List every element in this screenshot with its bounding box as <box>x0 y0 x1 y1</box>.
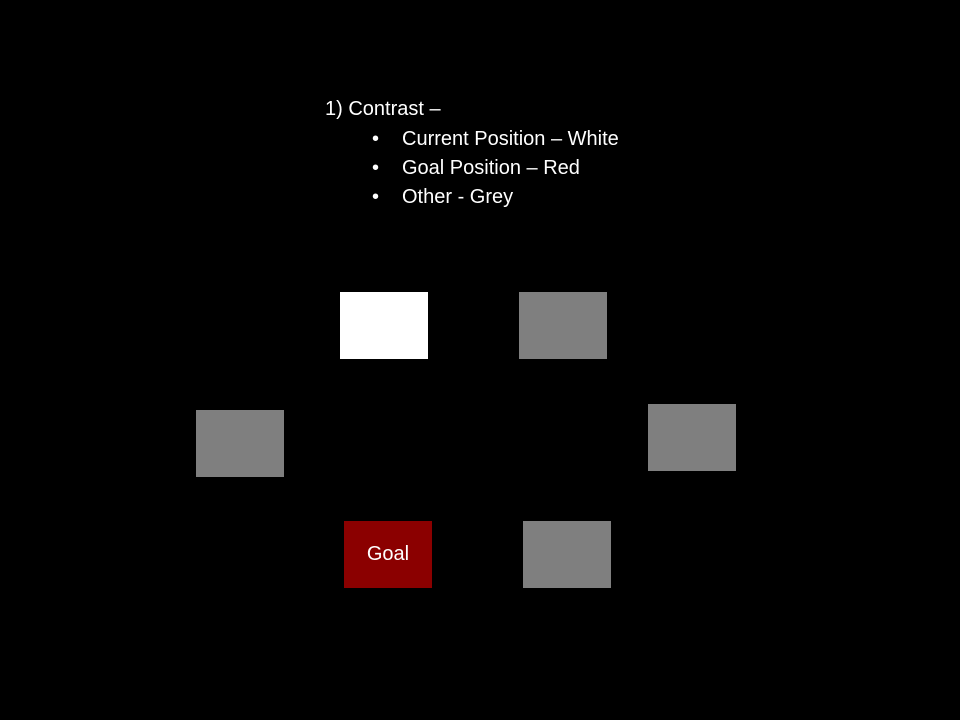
other-position-box-bottom-right <box>523 521 611 588</box>
bullet-goal-position: • Goal Position – Red <box>370 154 619 183</box>
other-position-box-top-right <box>519 292 607 359</box>
bullet-label: Goal Position – Red <box>402 157 580 179</box>
bullet-label: Other - Grey <box>402 186 514 208</box>
other-position-box-right <box>648 404 736 471</box>
legend-bullet-list: • Current Position – White • Goal Positi… <box>370 125 619 212</box>
current-position-box <box>340 292 428 359</box>
bullet-current-position: • Current Position – White <box>370 125 619 154</box>
slide-heading: 1) Contrast – <box>325 98 441 120</box>
goal-position-box: Goal <box>344 521 432 588</box>
other-position-box-left <box>196 410 284 477</box>
bullet-dot-icon: • <box>372 128 380 150</box>
bullet-other: • Other - Grey <box>370 183 619 212</box>
bullet-dot-icon: • <box>372 186 380 208</box>
bullet-dot-icon: • <box>372 157 380 179</box>
goal-label: Goal <box>366 543 410 565</box>
bullet-label: Current Position – White <box>402 128 619 150</box>
